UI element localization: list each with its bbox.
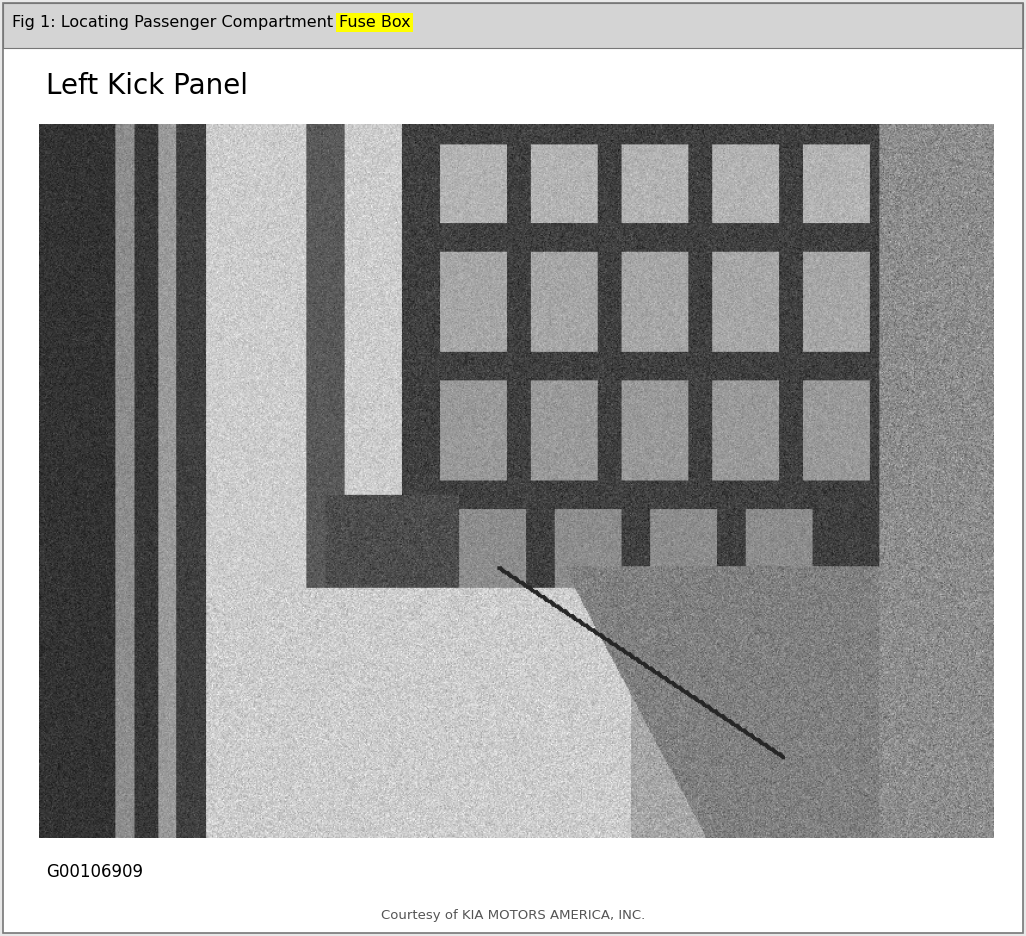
Text: Courtesy of KIA MOTORS AMERICA, INC.: Courtesy of KIA MOTORS AMERICA, INC. bbox=[381, 909, 645, 922]
Text: G200: G200 bbox=[180, 515, 232, 534]
Bar bbox=[77, 159, 298, 295]
Bar bbox=[3, 3, 1023, 48]
Text: Fuse Box: Fuse Box bbox=[339, 15, 410, 30]
Text: Fig 1: Locating Passenger Compartment: Fig 1: Locating Passenger Compartment bbox=[12, 15, 339, 30]
Text: PASSENGER
COMPARTMENT
FUSE BOX: PASSENGER COMPARTMENT FUSE BOX bbox=[87, 187, 248, 255]
Text: Left Kick Panel: Left Kick Panel bbox=[46, 72, 248, 100]
Text: G00106909: G00106909 bbox=[46, 863, 144, 882]
